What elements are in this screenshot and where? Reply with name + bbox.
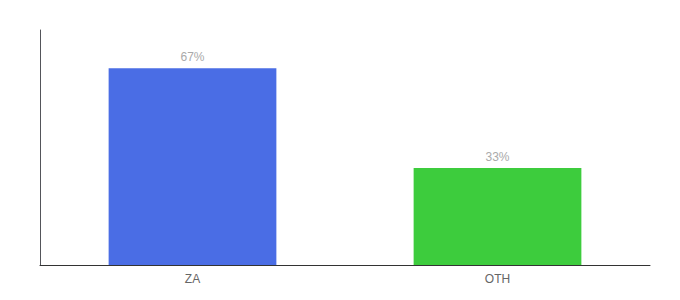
svg-text:OTH: OTH <box>485 272 510 286</box>
svg-text:ZA: ZA <box>185 272 200 286</box>
svg-text:67%: 67% <box>180 50 204 64</box>
svg-text:33%: 33% <box>485 150 509 164</box>
